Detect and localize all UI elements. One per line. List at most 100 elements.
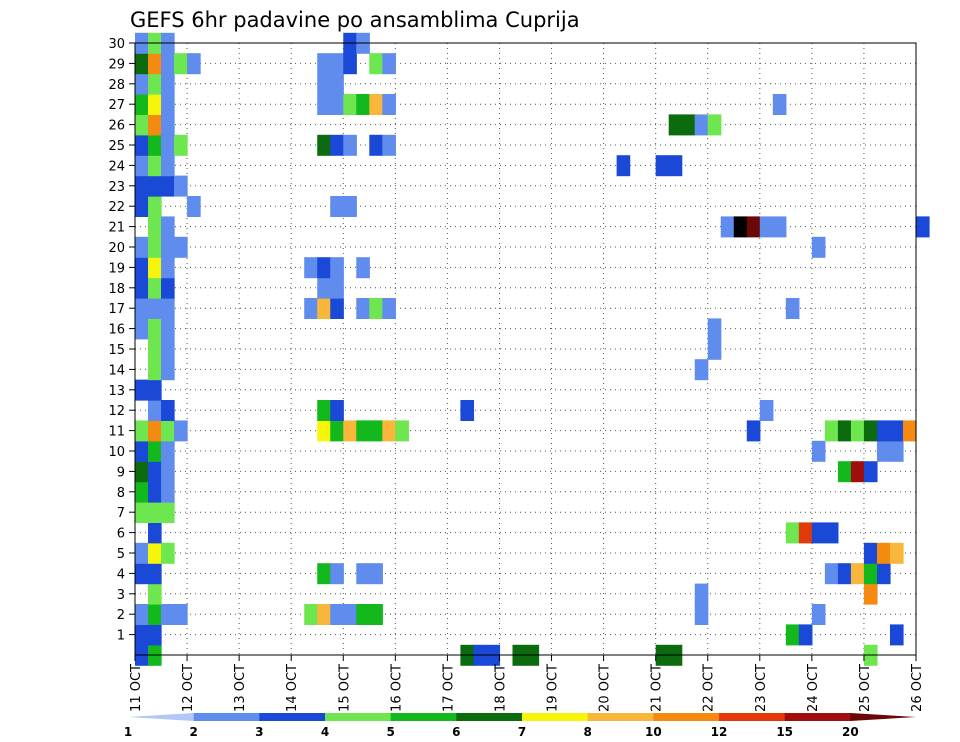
heatmap-cell — [135, 420, 149, 442]
x-tick-label: 13 OCT — [233, 664, 248, 712]
x-tick-label: 26 OCT — [910, 664, 925, 712]
heatmap-cell — [356, 420, 370, 442]
heatmap-cell — [343, 420, 357, 442]
heatmap-cells — [135, 32, 930, 666]
heatmap-cell — [330, 277, 344, 299]
heatmap-cell — [135, 155, 149, 177]
heatmap-cell — [707, 114, 722, 136]
y-tick-label: 23 — [108, 180, 125, 195]
heatmap-cell — [135, 604, 149, 625]
heatmap-cell — [343, 53, 357, 75]
y-tick-label: 25 — [108, 139, 125, 154]
heatmap-cell — [161, 502, 175, 523]
y-tick-label: 8 — [117, 486, 125, 501]
heatmap-cell — [330, 298, 344, 319]
heatmap-cell — [876, 542, 891, 564]
heatmap-cell — [772, 216, 787, 238]
colorbar-label: 1 — [124, 725, 132, 739]
heatmap-cell — [694, 583, 709, 605]
heatmap-cell — [785, 624, 800, 646]
heatmap-cell — [681, 114, 696, 136]
y-tick-label: 20 — [108, 241, 125, 256]
heatmap-cell — [876, 420, 891, 442]
heatmap-cell — [369, 94, 383, 115]
heatmap-cell — [148, 440, 162, 462]
heatmap-cell — [161, 114, 175, 136]
heatmap-cell — [798, 624, 813, 646]
y-tick-label: 28 — [108, 78, 125, 93]
heatmap-cell — [382, 420, 396, 442]
x-axis: 11 OCT 12 OCT 13 OCT 14 OCT 15 OCT 16 OCT 17 O… — [129, 655, 925, 712]
colorbar-segment — [719, 713, 786, 721]
heatmap-cell — [668, 114, 683, 136]
heatmap-cell — [161, 73, 175, 95]
heatmap-cell — [135, 440, 149, 462]
heatmap-cell — [369, 563, 383, 585]
heatmap-cell — [304, 604, 318, 625]
grid-layer — [135, 43, 916, 655]
heatmap-cell — [148, 420, 162, 442]
heatmap-cell — [811, 236, 826, 258]
heatmap-cell — [135, 502, 149, 523]
heatmap-cell — [330, 420, 344, 442]
colorbar-label: 5 — [386, 725, 394, 739]
x-tick-label: 19 OCT — [546, 664, 561, 712]
heatmap-cell — [161, 604, 175, 625]
heatmap-cell — [148, 542, 162, 564]
y-tick-label: 18 — [108, 282, 125, 297]
heatmap-cell — [148, 298, 162, 319]
heatmap-cell — [317, 563, 331, 585]
heatmap-cell — [148, 114, 162, 136]
heatmap-cell — [343, 604, 357, 625]
x-tick-label: 24 OCT — [806, 664, 821, 712]
heatmap-cell — [785, 522, 800, 544]
heatmap-cell — [330, 400, 344, 421]
colorbar-segment — [784, 713, 851, 721]
heatmap-cell — [330, 53, 344, 75]
heatmap-cell — [135, 542, 149, 564]
y-tick-label: 21 — [108, 221, 125, 236]
heatmap-cell — [317, 73, 331, 95]
y-tick-label: 6 — [117, 527, 125, 542]
heatmap-cell — [317, 53, 331, 75]
heatmap-cell — [135, 298, 149, 319]
heatmap-cell — [876, 563, 891, 585]
heatmap-cell — [330, 563, 344, 585]
heatmap-cell — [317, 400, 331, 421]
heatmap-cell — [395, 420, 409, 442]
colorbar-segment — [850, 713, 916, 721]
heatmap-cell — [148, 257, 162, 279]
heatmap-cell — [148, 216, 162, 238]
heatmap-cell — [694, 359, 709, 381]
colorbar-segment — [390, 713, 457, 721]
y-tick-label: 9 — [117, 465, 125, 480]
heatmap-cell — [616, 155, 631, 177]
heatmap-cell — [759, 216, 774, 238]
heatmap-cell — [460, 400, 475, 421]
x-tick-label: 23 OCT — [754, 664, 769, 712]
heatmap-cell — [343, 94, 357, 115]
heatmap-cell — [863, 461, 878, 483]
heatmap-cell — [837, 563, 852, 585]
heatmap-cell — [148, 624, 162, 646]
heatmap-cell — [824, 563, 839, 585]
y-tick-label: 5 — [117, 547, 125, 562]
heatmap-cell — [148, 175, 162, 197]
heatmap-cell — [135, 53, 149, 75]
heatmap-cell — [148, 502, 162, 523]
y-tick-label: 1 — [117, 629, 125, 644]
heatmap-cell — [369, 604, 383, 625]
x-tick-label: 14 OCT — [285, 664, 300, 712]
heatmap-cell — [317, 420, 331, 442]
x-tick-label: 16 OCT — [389, 664, 404, 712]
heatmap-cell — [850, 420, 865, 442]
heatmap-cell — [317, 257, 331, 279]
y-tick-label: 14 — [108, 363, 125, 378]
heatmap-cell — [811, 522, 826, 544]
heatmap-cell — [798, 522, 813, 544]
heatmap-cell — [356, 298, 370, 319]
heatmap-cell — [382, 134, 396, 156]
heatmap-cell — [330, 196, 344, 217]
heatmap-cell — [135, 94, 149, 115]
